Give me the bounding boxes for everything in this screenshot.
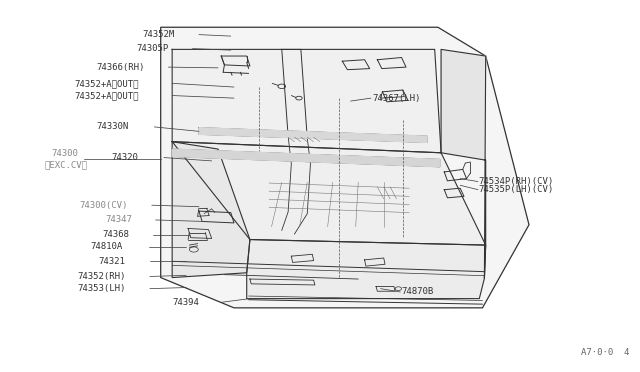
Text: 74534P(RH)(CV): 74534P(RH)(CV) (478, 177, 554, 186)
Text: 74305P: 74305P (136, 44, 168, 53)
Text: 74352+A〈OUT〉: 74352+A〈OUT〉 (74, 79, 138, 88)
Text: 74352(RH): 74352(RH) (77, 272, 125, 281)
Polygon shape (441, 49, 486, 278)
Text: 74367(LH): 74367(LH) (372, 94, 420, 103)
Polygon shape (199, 128, 427, 142)
Text: 74352+A〈OUT〉: 74352+A〈OUT〉 (74, 91, 138, 100)
Text: 74366(RH): 74366(RH) (97, 62, 145, 72)
Text: A7·0·0  4: A7·0·0 4 (580, 347, 629, 357)
Text: 74368: 74368 (102, 230, 129, 239)
Polygon shape (172, 142, 250, 278)
Text: 74810A: 74810A (90, 242, 122, 251)
Text: 74352M: 74352M (143, 30, 175, 39)
Text: 74321: 74321 (99, 257, 125, 266)
Text: 74870B: 74870B (401, 288, 434, 296)
Polygon shape (172, 149, 440, 167)
Polygon shape (246, 240, 486, 299)
Text: 〈EXC.CV〉: 〈EXC.CV〉 (45, 161, 88, 170)
Text: 74320: 74320 (111, 153, 138, 162)
Text: 74330N: 74330N (97, 122, 129, 131)
Text: 74394: 74394 (172, 298, 199, 307)
Polygon shape (172, 49, 441, 153)
Text: 74347: 74347 (105, 215, 132, 224)
Text: 74535P(LH)(CV): 74535P(LH)(CV) (478, 185, 554, 194)
Text: 74353(LH): 74353(LH) (77, 284, 125, 293)
Polygon shape (161, 27, 529, 308)
Text: 74300(CV): 74300(CV) (79, 201, 127, 210)
Polygon shape (172, 142, 486, 245)
Text: 74300: 74300 (51, 149, 78, 158)
